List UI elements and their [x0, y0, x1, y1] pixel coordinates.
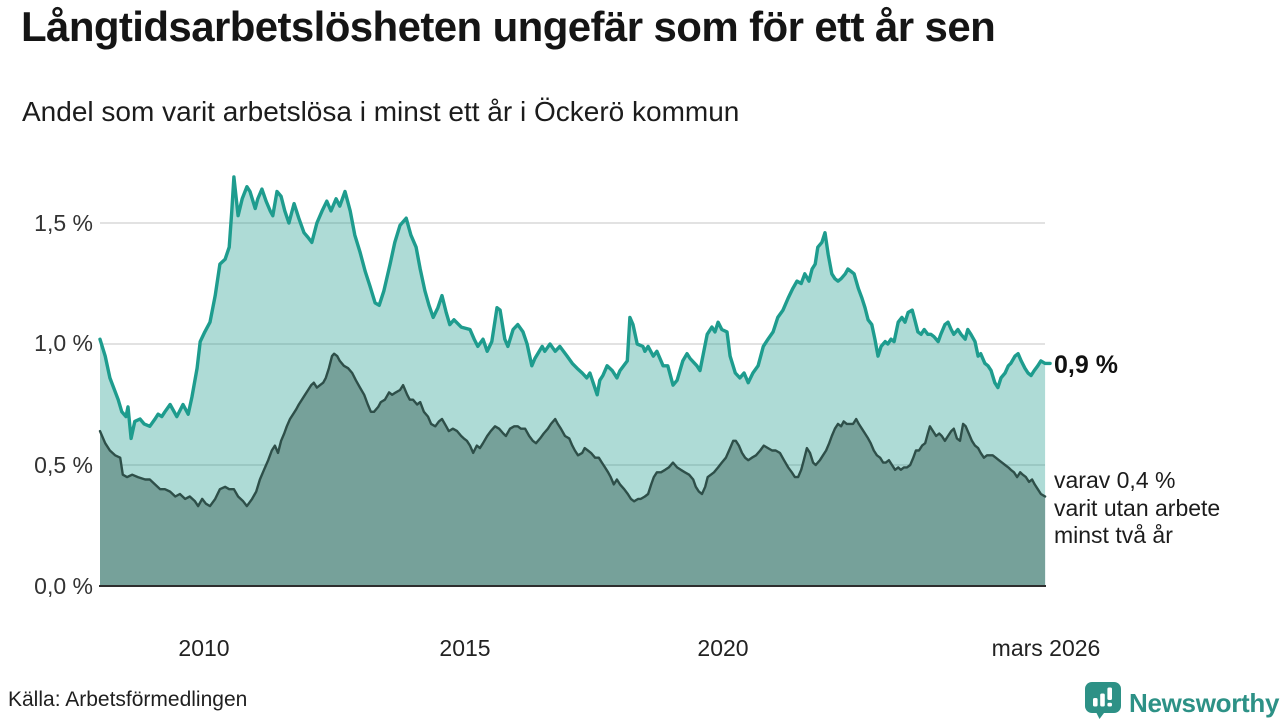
chart-subtitle: Andel som varit arbetslösa i minst ett å…	[22, 96, 740, 127]
y-tick-0-5: 0,5 %	[34, 452, 93, 478]
y-tick-1-0: 1,0 %	[34, 330, 93, 356]
x-tick-mars-2026: mars 2026	[991, 635, 1101, 661]
note-line-2: varit utan arbete	[1054, 494, 1221, 521]
note-line-1: varav 0,4 %	[1054, 467, 1176, 493]
latest-value-label: 0,9 %	[1054, 351, 1118, 379]
page-title: Långtidsarbetslösheten ungefär som för e…	[21, 3, 996, 50]
newsworthy-logo: Newsworthy	[1083, 681, 1279, 725]
newsworthy-wordmark: Newsworthy	[1129, 687, 1280, 718]
newsworthy-pin-bar-chart-icon	[1083, 681, 1124, 725]
two-year-note-label: varav 0,4 % varit utan arbete minst två …	[1054, 467, 1220, 550]
x-tick-2010: 2010	[178, 635, 230, 661]
y-tick-0-0: 0,0 %	[34, 573, 93, 599]
x-tick-2020: 2020	[697, 635, 749, 661]
note-line-3: minst två år	[1054, 522, 1173, 548]
source-caption: Källa: Arbetsförmedlingen	[8, 688, 248, 711]
y-tick-1-5: 1,5 %	[34, 210, 93, 236]
x-tick-2015: 2015	[439, 635, 491, 661]
